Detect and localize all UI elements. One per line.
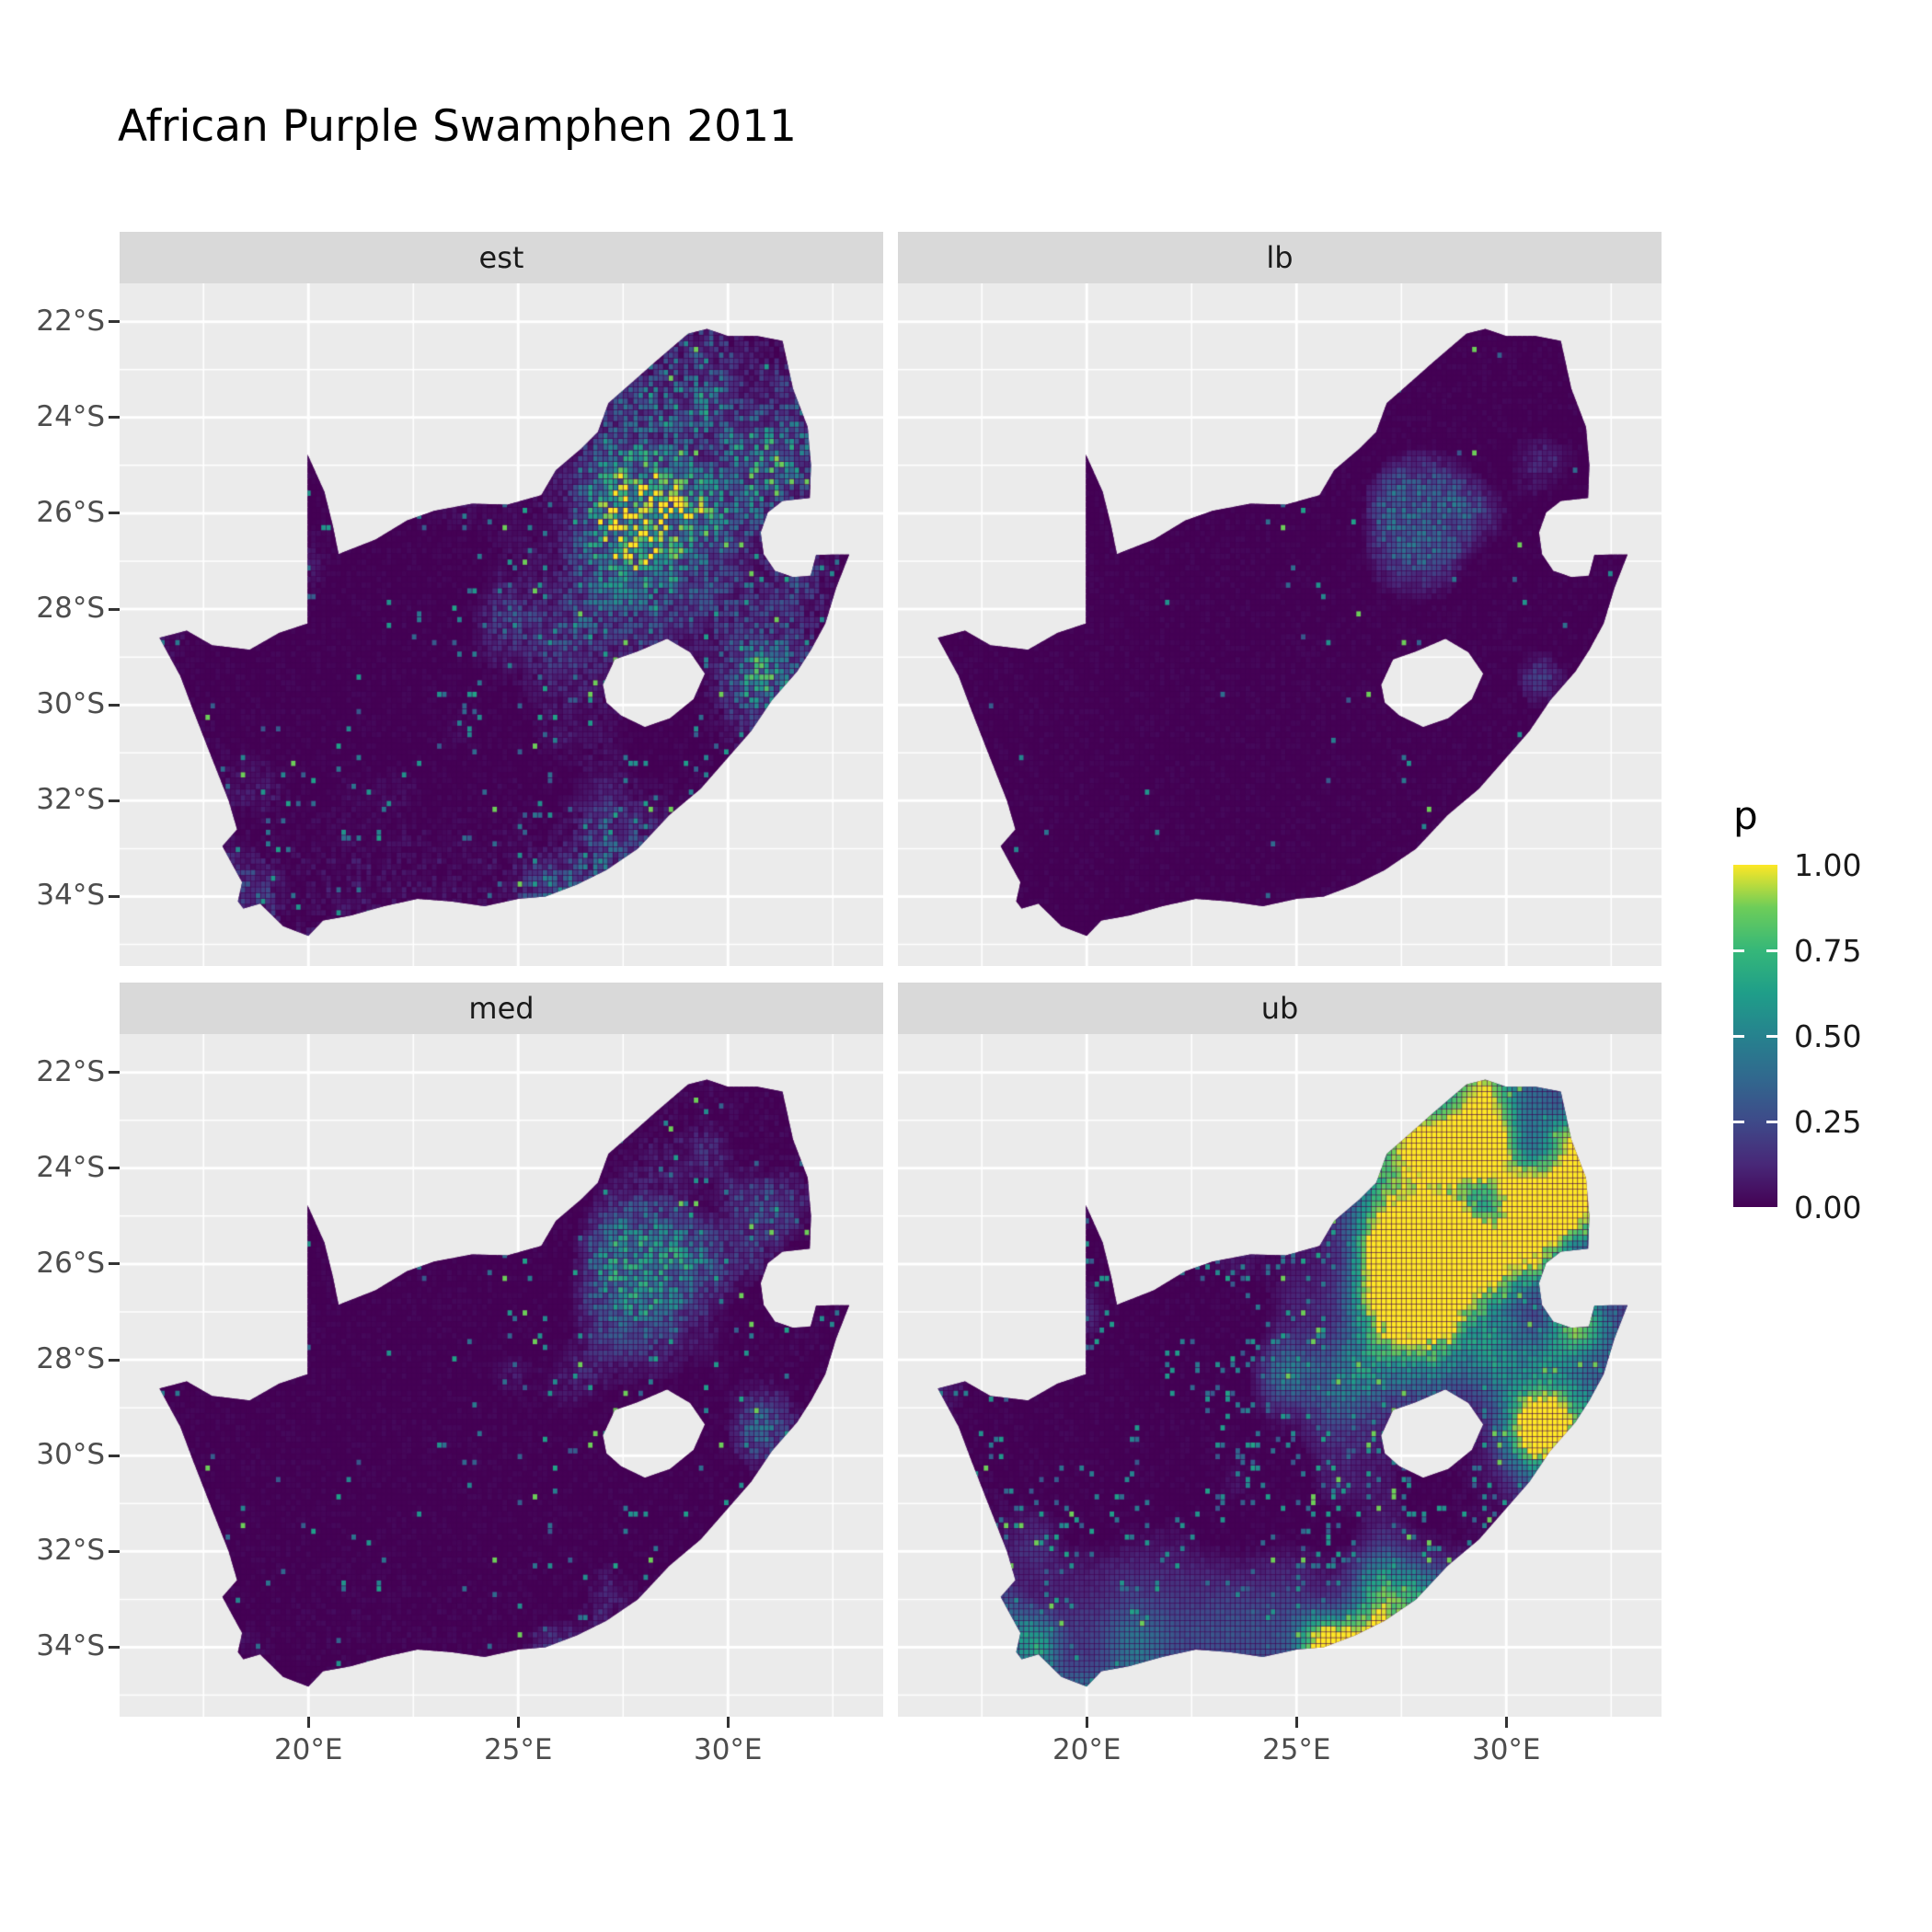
y-tick-mark xyxy=(109,607,120,611)
facet-label-med: med xyxy=(468,991,535,1026)
x-tick-label: 30°E xyxy=(1471,1733,1541,1766)
y-tick-mark xyxy=(109,799,120,802)
facet-map-lb xyxy=(898,283,1662,966)
y-tick-mark xyxy=(109,416,120,420)
x-tick-label: 25°E xyxy=(483,1733,553,1766)
y-tick-label: 34°S xyxy=(36,1629,105,1663)
y-tick-label: 30°S xyxy=(36,687,105,721)
y-tick-label: 32°S xyxy=(36,1534,105,1568)
facet-strip-lb: lb xyxy=(898,232,1662,283)
legend-tick-label: 0.00 xyxy=(1794,1190,1862,1225)
y-tick-label: 28°S xyxy=(36,592,105,626)
y-tick-mark xyxy=(109,1454,120,1457)
y-tick-mark xyxy=(109,512,120,515)
facet-map-ub xyxy=(898,1034,1662,1717)
legend-tick-mark xyxy=(1733,949,1744,952)
x-tick-mark xyxy=(1085,1717,1088,1728)
y-tick-mark xyxy=(109,703,120,707)
y-tick-mark xyxy=(109,1645,120,1649)
y-tick-label: 28°S xyxy=(36,1342,105,1376)
y-tick-label: 24°S xyxy=(36,399,105,433)
x-tick-label: 30°E xyxy=(693,1733,763,1766)
chart-title: African Purple Swamphen 2011 xyxy=(118,101,797,152)
x-tick-mark xyxy=(1504,1717,1508,1728)
y-tick-label: 22°S xyxy=(36,1054,105,1088)
y-tick-label: 34°S xyxy=(36,879,105,913)
x-tick-mark xyxy=(726,1717,730,1728)
legend-tick-mark xyxy=(1733,1034,1744,1038)
legend-tick-mark xyxy=(1766,949,1777,952)
x-tick-mark xyxy=(516,1717,520,1728)
facet-strip-est: est xyxy=(120,232,883,283)
y-tick-label: 26°S xyxy=(36,1246,105,1280)
y-tick-label: 24°S xyxy=(36,1150,105,1184)
legend-tick-label: 0.50 xyxy=(1794,1018,1862,1054)
legend-tick-label: 0.75 xyxy=(1794,933,1862,969)
y-tick-mark xyxy=(109,1167,120,1170)
facet-strip-med: med xyxy=(120,983,883,1034)
legend-title: p xyxy=(1733,793,1758,838)
y-tick-mark xyxy=(109,1262,120,1266)
x-tick-label: 25°E xyxy=(1261,1733,1331,1766)
y-tick-label: 26°S xyxy=(36,495,105,529)
x-tick-mark xyxy=(1294,1717,1298,1728)
facet-label-ub: ub xyxy=(1260,991,1299,1026)
y-tick-mark xyxy=(109,1549,120,1553)
x-tick-mark xyxy=(306,1717,310,1728)
legend-tick-mark xyxy=(1766,1120,1777,1123)
y-tick-label: 22°S xyxy=(36,304,105,338)
y-tick-mark xyxy=(109,1071,120,1075)
y-tick-label: 32°S xyxy=(36,783,105,817)
y-tick-mark xyxy=(109,894,120,898)
facet-label-est: est xyxy=(478,240,524,275)
x-tick-label: 20°E xyxy=(1052,1733,1121,1766)
y-tick-mark xyxy=(109,1358,120,1362)
x-tick-label: 20°E xyxy=(273,1733,343,1766)
facet-map-med xyxy=(120,1034,883,1717)
legend-tick-mark xyxy=(1733,1120,1744,1123)
facet-map-est xyxy=(120,283,883,966)
y-tick-mark xyxy=(109,320,120,324)
facet-strip-ub: ub xyxy=(898,983,1662,1034)
legend-tick-mark xyxy=(1766,1034,1777,1038)
y-tick-label: 30°S xyxy=(36,1438,105,1472)
legend-tick-label: 0.25 xyxy=(1794,1104,1862,1140)
legend-tick-label: 1.00 xyxy=(1794,847,1862,883)
facet-label-lb: lb xyxy=(1266,240,1294,275)
